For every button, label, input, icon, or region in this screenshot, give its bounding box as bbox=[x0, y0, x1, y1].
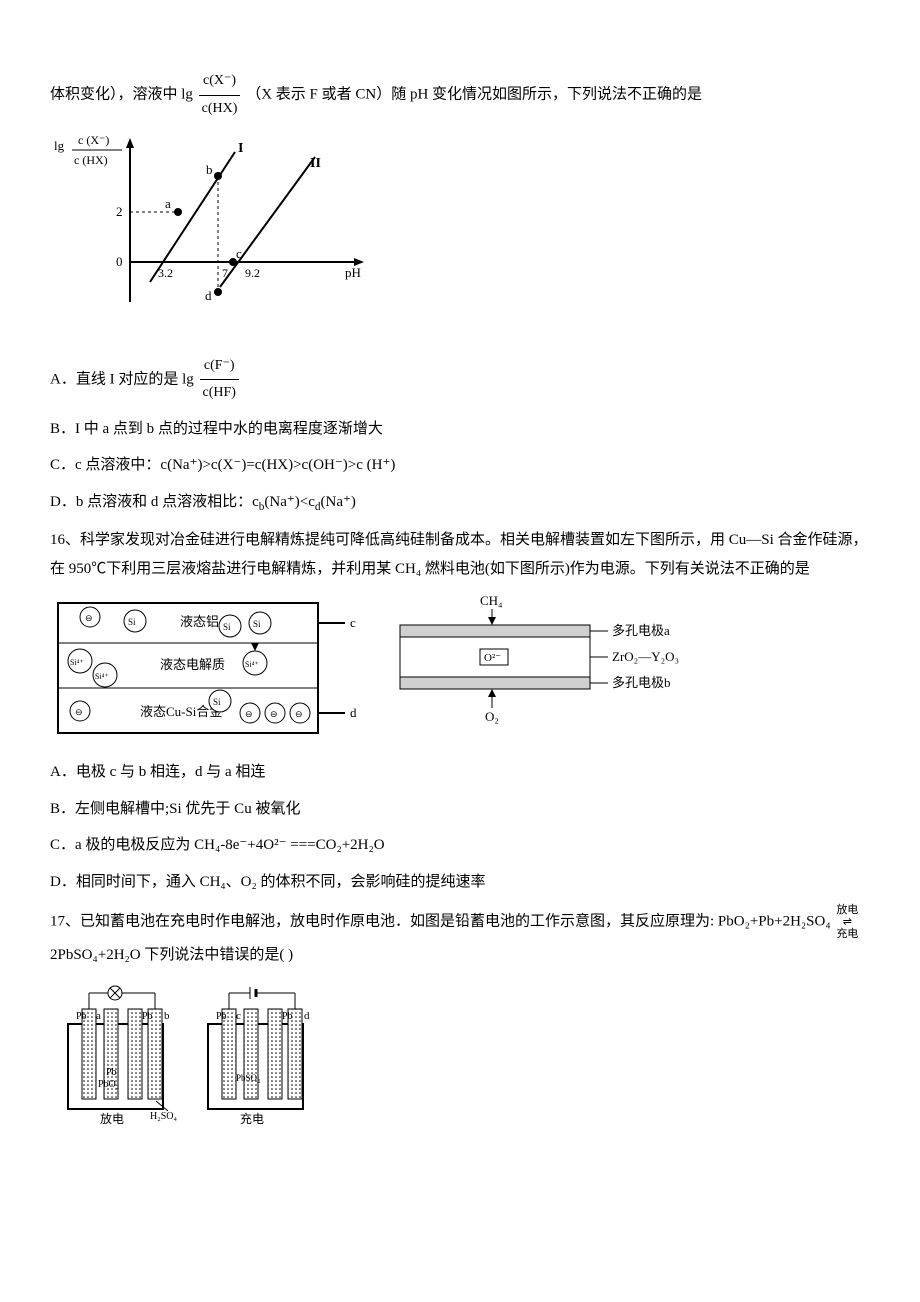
svg-text:I: I bbox=[238, 141, 243, 156]
figure-log-ph: lg c (X⁻) c (HX) pH 2 0 3.2 7 9.2 I II a… bbox=[50, 132, 870, 343]
svg-text:c (X⁻): c (X⁻) bbox=[78, 133, 109, 147]
svg-text:c: c bbox=[350, 615, 356, 630]
svg-text:⊖: ⊖ bbox=[75, 707, 83, 717]
svg-text:0: 0 bbox=[116, 254, 123, 269]
svg-text:充电: 充电 bbox=[240, 1111, 264, 1126]
svg-text:Si⁴⁺: Si⁴⁺ bbox=[70, 658, 84, 667]
svg-text:⊖: ⊖ bbox=[245, 709, 253, 719]
svg-text:b: b bbox=[206, 162, 213, 177]
q16-B: B．左侧电解槽中;Si 优先于 Cu 被氧化 bbox=[50, 795, 870, 824]
svg-text:Pb: Pb bbox=[106, 1067, 117, 1078]
svg-text:⊖: ⊖ bbox=[270, 709, 278, 719]
svg-text:9.2: 9.2 bbox=[245, 266, 260, 280]
svg-text:pH: pH bbox=[345, 265, 361, 280]
intro-line: 体积变化），溶液中 lg c(X⁻) c(HX) （X 表示 F 或者 CN）随… bbox=[50, 68, 870, 122]
svg-text:Pb: Pb bbox=[142, 1011, 153, 1022]
optA-frac: c(F⁻) c(HF) bbox=[200, 353, 239, 407]
q16-stem: 16、科学家发现对冶金硅进行电解精炼提纯可降低高纯硅制备成本。相关电解槽装置如左… bbox=[50, 526, 870, 583]
svg-text:H₂SO₄: H₂SO₄ bbox=[150, 1111, 177, 1122]
svg-text:PbO₂: PbO₂ bbox=[98, 1079, 119, 1090]
svg-text:Pb: Pb bbox=[216, 1011, 227, 1022]
svg-text:c: c bbox=[236, 246, 242, 261]
svg-text:d: d bbox=[350, 705, 357, 720]
svg-text:O₂: O₂ bbox=[485, 709, 499, 724]
figure-q16: 液态铝 液态电解质 液态Cu-Si合金 ⊖ Si Si Si Si⁴⁺ Si⁴⁺… bbox=[50, 593, 870, 748]
reversible-arrow: 放电 ⇌ 充电 bbox=[836, 904, 858, 940]
svg-text:多孔电极b: 多孔电极b bbox=[612, 675, 671, 690]
svg-text:Si: Si bbox=[253, 619, 261, 629]
svg-text:液态铝: 液态铝 bbox=[180, 614, 219, 629]
svg-text:CH₄: CH₄ bbox=[480, 593, 503, 608]
q17-stem: 17、已知蓄电池在充电时作电解池，放电时作原电池．如图是铅蓄电池的工作示意图，其… bbox=[50, 904, 870, 969]
svg-text:lg: lg bbox=[54, 138, 65, 153]
option-A: A．直线 I 对应的是 lg c(F⁻) c(HF) bbox=[50, 353, 870, 407]
svg-text:⊖: ⊖ bbox=[85, 613, 93, 623]
svg-text:放电: 放电 bbox=[100, 1111, 124, 1126]
option-D: D．b 点溶液和 d 点溶液相比：cb(Na⁺)<cd(Na⁺) bbox=[50, 488, 870, 518]
q16-A: A．电极 c 与 b 相连，d 与 a 相连 bbox=[50, 758, 870, 787]
intro-frac: c(X⁻) c(HX) bbox=[199, 68, 241, 122]
q16-C: C．a 极的电极反应为 CH₄-8e⁻+4O²⁻ ===CO₂+2H₂O bbox=[50, 831, 870, 860]
svg-text:b: b bbox=[164, 1010, 170, 1022]
svg-text:a: a bbox=[96, 1010, 101, 1022]
svg-text:2: 2 bbox=[116, 204, 123, 219]
svg-text:液态电解质: 液态电解质 bbox=[160, 657, 225, 672]
svg-text:PbSO₄: PbSO₄ bbox=[236, 1073, 260, 1083]
svg-text:Si: Si bbox=[213, 697, 221, 707]
svg-text:d: d bbox=[205, 288, 212, 303]
q16-D: D．相同时间下，通入 CH₄、O₂ 的体积不同，会影响硅的提纯速率 bbox=[50, 868, 870, 897]
svg-text:Si: Si bbox=[128, 617, 136, 627]
option-B: B．I 中 a 点到 b 点的过程中水的电离程度逐渐增大 bbox=[50, 415, 870, 444]
svg-text:Si: Si bbox=[223, 622, 231, 632]
figure-q17: Pb a Pb b Pb PbO₂ 放电 H₂SO₄ Pb c Pb d PbS… bbox=[50, 979, 870, 1140]
intro-text-b: （X 表示 F 或者 CN）随 pH 变化情况如图所示，下列说法不正确的是 bbox=[246, 87, 702, 103]
svg-text:d: d bbox=[304, 1010, 310, 1022]
svg-text:⊖: ⊖ bbox=[295, 709, 303, 719]
svg-text:a: a bbox=[165, 196, 171, 211]
svg-text:c: c bbox=[236, 1010, 241, 1022]
svg-text:ZrO₂—Y₂O₃: ZrO₂—Y₂O₃ bbox=[612, 649, 679, 664]
svg-text:II: II bbox=[310, 156, 321, 171]
intro-text-a: 体积变化），溶液中 lg bbox=[50, 87, 193, 103]
svg-text:Si⁴⁺: Si⁴⁺ bbox=[245, 660, 259, 669]
svg-text:Pb: Pb bbox=[76, 1011, 87, 1022]
svg-text:c (HX): c (HX) bbox=[74, 153, 108, 167]
svg-text:Pb: Pb bbox=[282, 1011, 293, 1022]
svg-text:多孔电极a: 多孔电极a bbox=[612, 623, 670, 638]
svg-text:Si⁴⁺: Si⁴⁺ bbox=[95, 672, 109, 681]
svg-text:O²⁻: O²⁻ bbox=[484, 652, 501, 664]
option-C: C．c 点溶液中：c(Na⁺)>c(X⁻)=c(HX)>c(OH⁻)>c (H⁺… bbox=[50, 451, 870, 480]
